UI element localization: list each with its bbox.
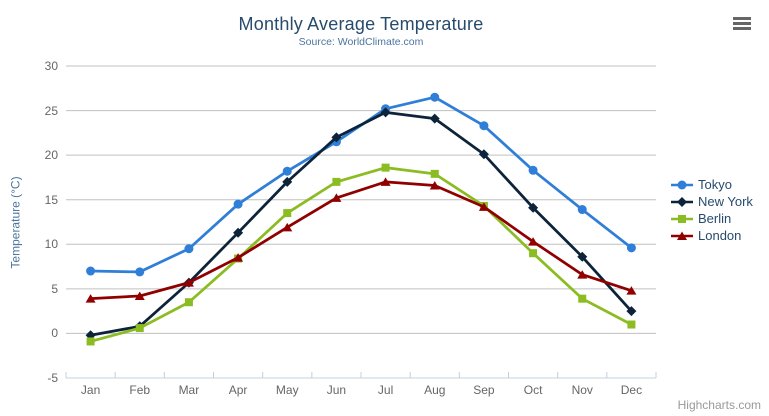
series-marker-london[interactable] — [331, 193, 342, 202]
chart-subtitle: Source: WorldClimate.com — [298, 36, 424, 48]
y-axis-tick-label: 0 — [51, 326, 58, 341]
y-axis-tick-label: 5 — [51, 281, 58, 296]
series-marker-london[interactable] — [233, 253, 244, 262]
series-marker-berlin[interactable] — [627, 320, 636, 329]
legend-item-london[interactable]: London — [671, 227, 753, 244]
series-marker-london[interactable] — [183, 278, 194, 287]
series-line-berlin[interactable] — [89, 166, 633, 343]
series-marker-tokyo[interactable] — [233, 199, 243, 209]
y-axis-tick-label: 20 — [44, 148, 58, 163]
hamburger-icon[interactable] — [732, 15, 752, 31]
series-marker-london[interactable] — [528, 237, 539, 246]
x-axis-tick-label: Dec — [620, 383, 643, 397]
circle-icon — [671, 180, 693, 189]
series-marker-berlin[interactable] — [430, 169, 439, 178]
series-marker-new-york[interactable] — [282, 176, 293, 187]
x-axis-tick-label: Nov — [571, 383, 593, 397]
series-marker-tokyo[interactable] — [184, 244, 194, 254]
y-axis-tick-label: 30 — [44, 59, 58, 73]
series-marker-berlin[interactable] — [381, 163, 390, 172]
x-axis-tick-label: Jan — [80, 383, 101, 397]
series-marker-tokyo[interactable] — [86, 266, 96, 276]
y-axis-tick-label: 15 — [44, 192, 58, 207]
legend-label: London — [698, 228, 742, 243]
legend-item-berlin[interactable]: Berlin — [671, 210, 753, 227]
x-axis-tick-label: Aug — [424, 383, 446, 397]
legend-item-tokyo[interactable]: Tokyo — [671, 176, 753, 193]
legend-label: Berlin — [698, 211, 732, 226]
series-marker-new-york[interactable] — [577, 251, 588, 262]
diamond-icon-glyph[interactable] — [677, 196, 687, 207]
series-marker-berlin[interactable] — [283, 209, 292, 218]
x-axis-tick-label: Jun — [326, 383, 347, 397]
series-marker-new-york[interactable] — [233, 227, 244, 238]
series-marker-london[interactable] — [134, 291, 145, 300]
circle-icon-glyph[interactable] — [677, 180, 687, 189]
hamburger-bar — [733, 21, 751, 25]
legend: Tokyo New York Berlin London — [671, 176, 753, 244]
y-axis-tick-label: 25 — [44, 103, 58, 118]
series-marker-tokyo[interactable] — [135, 267, 145, 277]
x-axis-tick-label: Mar — [178, 383, 200, 397]
series-marker-berlin[interactable] — [135, 324, 144, 333]
series-marker-london[interactable] — [478, 202, 489, 211]
series-marker-new-york[interactable] — [528, 202, 539, 213]
y-axis-tick-label: 10 — [44, 237, 58, 252]
legend-label: New York — [698, 194, 753, 209]
series-marker-tokyo[interactable] — [577, 205, 587, 215]
x-axis-tick-label: Apr — [228, 383, 248, 397]
y-axis-tick-label: -5 — [47, 371, 58, 385]
series-line-london[interactable] — [89, 180, 633, 301]
square-icon-glyph[interactable] — [678, 214, 686, 223]
series-marker-london[interactable] — [429, 180, 440, 190]
series-marker-london[interactable] — [380, 177, 391, 186]
hamburger-bar — [733, 16, 751, 20]
x-axis-tick-label: Sep — [473, 383, 495, 397]
square-icon — [671, 214, 693, 223]
triangle-icon — [671, 231, 693, 240]
series-marker-tokyo[interactable] — [626, 243, 636, 253]
series-marker-london[interactable] — [626, 286, 637, 295]
series-marker-new-york[interactable] — [380, 107, 391, 118]
series-marker-berlin[interactable] — [332, 177, 341, 186]
series-marker-berlin[interactable] — [578, 294, 587, 303]
series-marker-london[interactable] — [85, 294, 96, 303]
series-marker-berlin[interactable] — [86, 337, 95, 346]
series-marker-new-york[interactable] — [429, 113, 440, 124]
hamburger-bar — [733, 26, 751, 30]
diamond-icon — [671, 196, 693, 207]
series-marker-new-york[interactable] — [478, 149, 489, 160]
series-marker-tokyo[interactable] — [282, 166, 292, 176]
series-marker-berlin[interactable] — [529, 249, 538, 258]
series-marker-new-york[interactable] — [626, 306, 637, 317]
series-marker-tokyo[interactable] — [479, 121, 489, 131]
legend-item-new-york[interactable]: New York — [671, 193, 753, 210]
x-axis-tick-label: Jul — [377, 383, 394, 397]
series-marker-berlin[interactable] — [184, 298, 193, 307]
credits-link[interactable]: Highcharts.com — [677, 398, 761, 412]
x-axis-tick-label: Oct — [523, 383, 543, 397]
series-marker-london[interactable] — [282, 222, 293, 232]
series-marker-new-york[interactable] — [331, 132, 342, 143]
legend-label: Tokyo — [698, 177, 732, 192]
series-marker-tokyo[interactable] — [528, 165, 538, 175]
series-marker-london[interactable] — [577, 270, 588, 279]
chart-title: Monthly Average Temperature — [238, 14, 484, 34]
series-marker-tokyo[interactable] — [430, 92, 440, 102]
x-axis-tick-label: Feb — [129, 383, 151, 397]
triangle-icon-glyph[interactable] — [677, 231, 687, 240]
series-line-new-york[interactable] — [89, 110, 633, 337]
x-axis-tick-label: May — [275, 383, 299, 397]
